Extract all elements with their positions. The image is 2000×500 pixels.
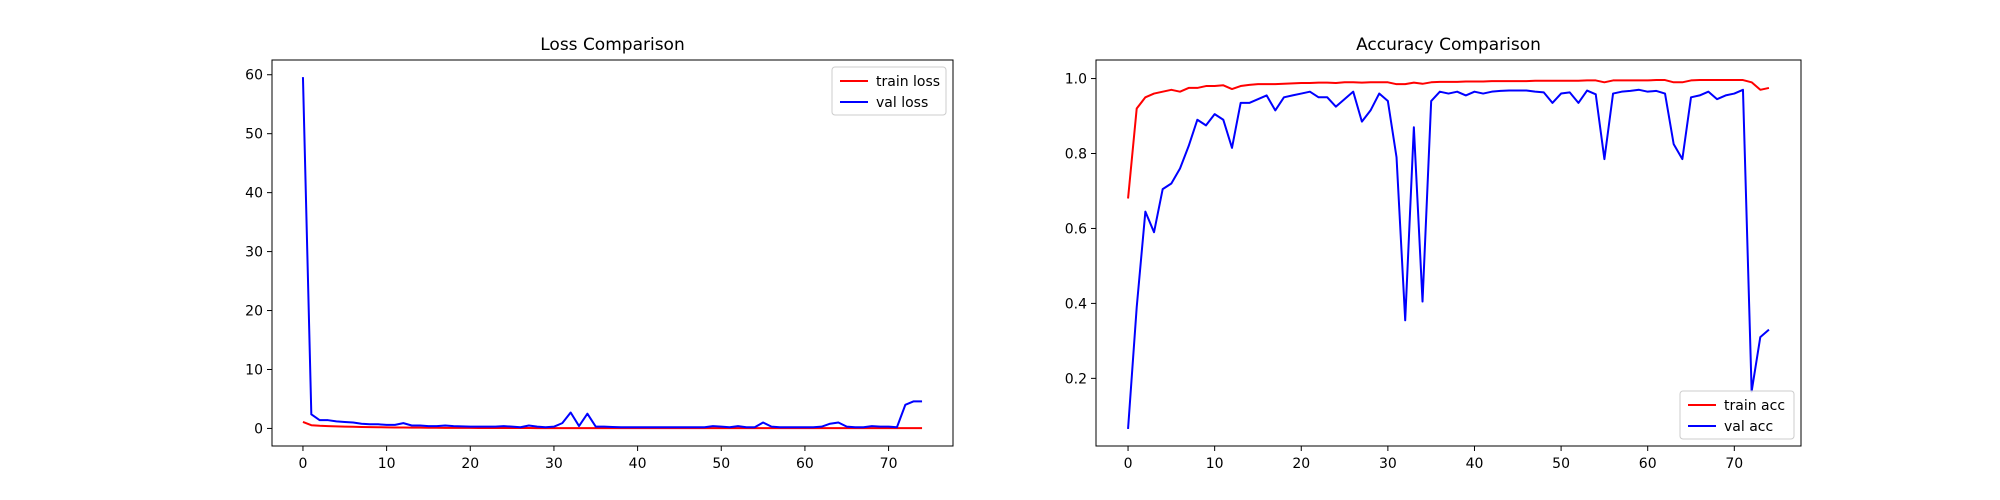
x-tick-label: 20 bbox=[461, 456, 479, 472]
x-tick-label: 40 bbox=[629, 456, 647, 472]
y-tick-label: 60 bbox=[245, 68, 263, 84]
x-tick-label: 10 bbox=[1206, 456, 1224, 472]
y-tick-label: 30 bbox=[245, 245, 263, 261]
y-tick-label: 0.6 bbox=[1065, 221, 1087, 237]
x-tick-label: 20 bbox=[1292, 456, 1310, 472]
y-tick-label: 0.4 bbox=[1065, 296, 1087, 312]
accuracy-chart: 0 10 20 30 40 50 60 70 0.2 0.4 0.6 0.8 1.0 Accuracy C… bbox=[1065, 35, 1802, 472]
y-tick-label: 10 bbox=[245, 362, 263, 378]
series-line-val-acc bbox=[1127, 88, 1770, 430]
loss-chart: 0 10 20 30 40 50 60 70 0 10 20 30 40 50 60 Loss Compari… bbox=[245, 35, 954, 472]
y-tick-label: 0 bbox=[254, 421, 263, 437]
x-tick-label: 70 bbox=[1725, 456, 1743, 472]
x-tick-label: 60 bbox=[1639, 456, 1657, 472]
x-tick-label: 50 bbox=[712, 456, 730, 472]
x-tick-label: 30 bbox=[1379, 456, 1397, 472]
chart-title: Accuracy Comparison bbox=[1356, 35, 1541, 55]
y-tick-label: 50 bbox=[245, 127, 263, 143]
legend: train loss val loss bbox=[831, 66, 947, 116]
x-tick-label: 0 bbox=[298, 456, 307, 472]
x-tick-label: 70 bbox=[880, 456, 898, 472]
x-tick-label: 30 bbox=[545, 456, 563, 472]
y-tick-label: 20 bbox=[245, 304, 263, 320]
x-tick-label: 40 bbox=[1466, 456, 1484, 472]
x-tick-label: 10 bbox=[378, 456, 396, 472]
series-line-train-loss bbox=[302, 421, 923, 430]
chart-title: Loss Comparison bbox=[540, 35, 684, 55]
legend: train acc val acc bbox=[1679, 390, 1795, 440]
series-line-train-acc bbox=[1127, 79, 1770, 199]
legend-label: val loss bbox=[876, 95, 928, 111]
x-tick-label: 60 bbox=[796, 456, 814, 472]
plot-frame bbox=[1095, 59, 1802, 447]
y-tick-label: 0.8 bbox=[1065, 147, 1087, 163]
series-line-val-loss bbox=[301, 77, 923, 429]
x-tick-label: 50 bbox=[1552, 456, 1570, 472]
legend-label: train loss bbox=[876, 74, 940, 90]
plot-frame bbox=[271, 59, 954, 447]
x-tick-label: 0 bbox=[1124, 456, 1133, 472]
y-tick-label: 0.2 bbox=[1065, 371, 1087, 387]
y-tick-label: 40 bbox=[245, 186, 263, 202]
legend-label: val acc bbox=[1724, 419, 1773, 435]
legend-label: train acc bbox=[1724, 398, 1785, 414]
y-tick-label: 1.0 bbox=[1065, 72, 1087, 88]
